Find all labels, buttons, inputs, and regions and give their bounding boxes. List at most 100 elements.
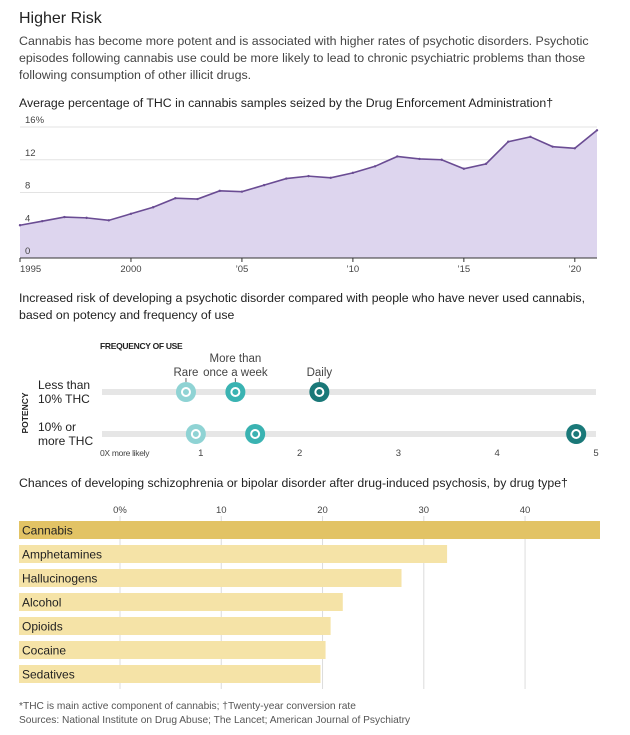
thc-area-chart: 0 4 8 12 16% 1995 2000 ’05 ’10 ’15 ’20 (18, 115, 599, 275)
bar-x-tick-label: 10 (216, 505, 227, 516)
risk-x-tick-label: 2 (297, 448, 302, 459)
thc-point-2015 (462, 167, 466, 170)
potency-row-label: more THC (38, 434, 93, 448)
thc-point-2004 (218, 189, 221, 193)
thc-point-1999 (107, 219, 110, 222)
bar-cocaine (19, 641, 326, 659)
footnotes: *THC is main active component of cannabi… (19, 700, 410, 728)
bar-hallucinogens (19, 569, 402, 587)
x-tick-label: ’05 (236, 264, 249, 275)
y-tick-label: 4 (25, 213, 30, 224)
thc-point-2000 (129, 212, 133, 215)
risk-dot-ring (314, 387, 325, 397)
x-tick-label: ’15 (458, 264, 471, 275)
x-tick-label: ’10 (347, 264, 360, 275)
risk-dot (225, 382, 246, 402)
risk-dot-ring (230, 387, 241, 397)
risk-x-tick-label: 1 (198, 448, 203, 459)
risk-x-tick-label: 4 (495, 448, 500, 459)
bar-opioids (19, 617, 331, 635)
thc-point-2002 (174, 197, 177, 200)
potency-track (102, 389, 596, 395)
potency-axis-label: POTENCY (20, 392, 30, 433)
risk-dot (245, 424, 266, 444)
bar-label-hallucinogens: Hallucinogens (22, 572, 97, 586)
risk-dot-ring (180, 387, 191, 397)
frequency-label-0: Rare (174, 367, 199, 382)
potency-row-label: Less than (38, 378, 90, 392)
x-tick-label: 1995 (20, 264, 41, 275)
thc-point-2006 (262, 183, 266, 187)
thc-point-2020 (573, 147, 577, 150)
thc-point-2012 (396, 155, 399, 158)
thc-point-1998 (85, 216, 88, 220)
thc-point-2010 (351, 171, 355, 175)
bar-label-amphetamines: Amphetamines (22, 548, 102, 562)
risk-x-tick-label: 5 (593, 448, 598, 459)
page-subtitle: Cannabis has become more potent and is a… (19, 34, 589, 82)
bar-x-tick-label: 20 (317, 505, 328, 516)
bar-sedatives (19, 665, 321, 683)
thc-point-2009 (329, 176, 332, 179)
frequency-label-line: once a week (203, 367, 268, 379)
risk-dot (309, 382, 330, 402)
potency-axis-text: POTENCY (20, 392, 30, 433)
thc-point-2019 (551, 145, 554, 148)
thc-point-2005 (240, 190, 244, 193)
footnote-sources: Sources: National Institute on Drug Abus… (19, 715, 411, 726)
bar-label-opioids: Opioids (22, 620, 63, 634)
bar-amphetamines (19, 545, 448, 563)
potency-track (102, 431, 596, 437)
footnote-definitions: *THC is main active component of cannabi… (19, 701, 356, 712)
risk-chart-title: Increased risk of developing a psychotic… (19, 291, 585, 322)
risk-dot (185, 424, 206, 444)
thc-point-2016 (484, 162, 488, 166)
risk-dot (566, 424, 587, 444)
bar-alcohol (19, 593, 343, 611)
thc-area (20, 130, 597, 258)
bar-x-tick-label: 40 (520, 505, 531, 516)
bar-label-cannabis: Cannabis (22, 524, 73, 538)
y-tick-label: 16% (25, 115, 45, 126)
thc-point-2001 (151, 206, 155, 209)
thc-point-2013 (418, 157, 421, 161)
risk-dot-ring (571, 429, 582, 439)
conversion-chart-title: Chances of developing schizophrenia or b… (19, 476, 568, 490)
risk-dot-ring (250, 429, 261, 439)
thc-chart-title: Average percentage of THC in cannabis sa… (19, 96, 554, 110)
x-tick-label: 2000 (120, 264, 141, 275)
thc-point-1996 (40, 219, 44, 223)
thc-point-2018 (529, 135, 532, 139)
thc-point-1997 (63, 215, 66, 219)
page-title: Higher Risk (19, 10, 102, 27)
bar-x-tick-label: 30 (419, 505, 430, 516)
thc-point-2003 (196, 197, 199, 201)
thc-point-1995 (18, 224, 22, 227)
conversion-bar-chart: 0% 10 20 30 40 Cannabis Amphetamines Hallucinog… (19, 505, 600, 689)
risk-dot-chart: FREQUENCY OF USE Rare More than once a week… (20, 341, 599, 459)
thc-point-2007 (285, 177, 288, 180)
y-tick-label: 12 (25, 148, 36, 159)
frequency-label-line: Rare (174, 367, 199, 379)
y-tick-label: 8 (25, 181, 30, 192)
risk-dot (175, 382, 196, 402)
bar-label-cocaine: Cocaine (22, 644, 66, 658)
frequency-legend-title: FREQUENCY OF USE (100, 341, 183, 351)
thc-point-2021 (595, 129, 599, 132)
y-tick-label: 0 (25, 246, 30, 257)
thc-point-2014 (440, 158, 443, 161)
risk-x-tick-label: 0X more likely (100, 448, 150, 458)
bar-cannabis (19, 521, 600, 539)
potency-row-label: 10% or (38, 420, 76, 434)
x-tick-label: ’20 (568, 264, 581, 275)
thc-point-2011 (373, 165, 377, 168)
frequency-label-2: Daily (307, 367, 333, 382)
risk-x-tick-label: 3 (396, 448, 401, 459)
bar-label-sedatives: Sedatives (22, 668, 75, 682)
frequency-label-line: Daily (307, 367, 333, 379)
bar-x-tick-label: 0% (113, 505, 127, 516)
bar-label-alcohol: Alcohol (22, 596, 61, 610)
frequency-label-line: More than (209, 353, 261, 365)
thc-point-2008 (307, 174, 310, 178)
potency-row-label: 10% THC (38, 392, 90, 406)
